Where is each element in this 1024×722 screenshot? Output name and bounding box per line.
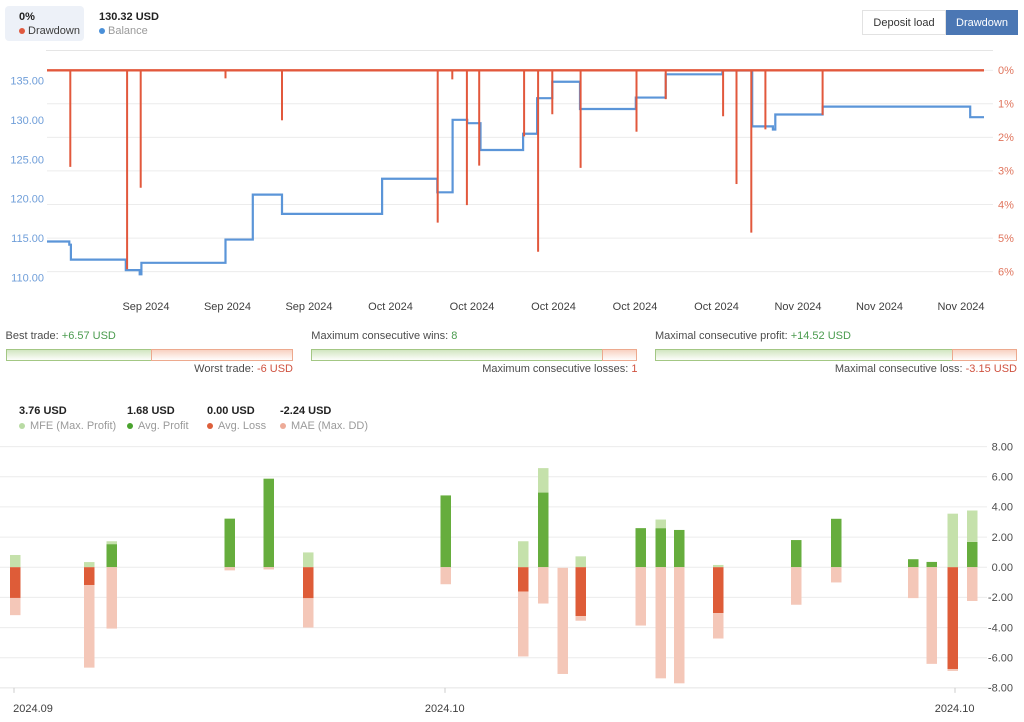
svg-text:-6.00: -6.00: [988, 653, 1013, 665]
svg-text:Oct 2024: Oct 2024: [694, 301, 739, 313]
svg-text:3%: 3%: [998, 166, 1014, 178]
svg-text:0.00: 0.00: [992, 562, 1013, 574]
svg-text:1%: 1%: [998, 99, 1014, 111]
svg-text:-2.00: -2.00: [988, 592, 1013, 604]
svg-text:6.00: 6.00: [992, 472, 1013, 484]
svg-text:2024.10: 2024.10: [935, 703, 975, 715]
svg-text:Sep 2024: Sep 2024: [122, 301, 169, 313]
svg-text:110.00: 110.00: [11, 273, 44, 285]
svg-text:130.00: 130.00: [10, 115, 44, 127]
svg-text:125.00: 125.00: [10, 154, 44, 166]
svg-text:8.00: 8.00: [992, 441, 1013, 453]
svg-text:Nov 2024: Nov 2024: [937, 301, 984, 313]
svg-text:-8.00: -8.00: [988, 683, 1013, 695]
svg-text:Sep 2024: Sep 2024: [204, 301, 251, 313]
svg-text:2024.09: 2024.09: [13, 703, 53, 715]
svg-text:2%: 2%: [998, 132, 1014, 144]
svg-text:4%: 4%: [998, 199, 1014, 211]
svg-text:2024.10: 2024.10: [425, 703, 465, 715]
svg-text:135.00: 135.00: [10, 75, 44, 87]
svg-text:5%: 5%: [998, 233, 1014, 245]
svg-text:Sep 2024: Sep 2024: [285, 301, 332, 313]
svg-text:Nov 2024: Nov 2024: [774, 301, 821, 313]
svg-text:115.00: 115.00: [11, 233, 44, 245]
svg-text:Oct 2024: Oct 2024: [450, 301, 495, 313]
svg-text:0%: 0%: [998, 65, 1014, 77]
svg-text:120.00: 120.00: [10, 194, 44, 206]
svg-text:Oct 2024: Oct 2024: [613, 301, 658, 313]
svg-text:Oct 2024: Oct 2024: [368, 301, 413, 313]
svg-text:6%: 6%: [998, 266, 1014, 278]
svg-text:Oct 2024: Oct 2024: [531, 301, 576, 313]
svg-text:-4.00: -4.00: [988, 622, 1013, 634]
svg-text:Nov 2024: Nov 2024: [856, 301, 903, 313]
svg-text:4.00: 4.00: [992, 502, 1013, 514]
svg-text:2.00: 2.00: [992, 532, 1013, 544]
